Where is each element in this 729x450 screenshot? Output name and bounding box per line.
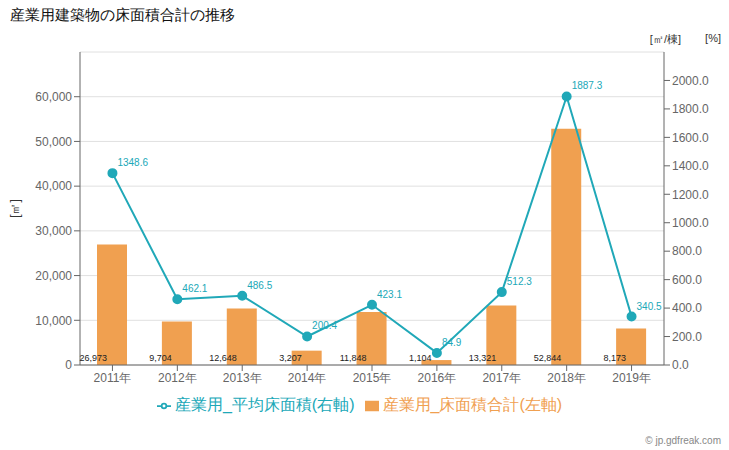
svg-text:462.1: 462.1 (182, 283, 207, 294)
svg-text:1887.3: 1887.3 (572, 80, 603, 91)
svg-text:200.4: 200.4 (312, 320, 337, 331)
svg-text:20,000: 20,000 (35, 269, 72, 283)
svg-text:2012年: 2012年 (158, 371, 197, 385)
html-text:産業用_平均床面積(右軸): 産業用_平均床面積(右軸) (174, 396, 355, 413)
svg-text:2011年: 2011年 (94, 371, 132, 385)
svg-text:423.1: 423.1 (377, 289, 402, 300)
svg-text:340.5: 340.5 (637, 301, 662, 312)
svg-text:26,973: 26,973 (79, 353, 107, 363)
svg-text:50,000: 50,000 (35, 135, 72, 149)
svg-text:800.0: 800.0 (672, 244, 702, 258)
svg-text:[㎡]: [㎡] (8, 199, 22, 218)
svg-text:2014年: 2014年 (288, 371, 327, 385)
svg-text:13,321: 13,321 (469, 353, 497, 363)
svg-text:2019年: 2019年 (612, 371, 651, 385)
svg-text:1800.0: 1800.0 (672, 102, 709, 116)
svg-text:0: 0 (65, 358, 72, 372)
html-text:産業用_床面積合計(左軸): 産業用_床面積合計(左軸) (382, 396, 563, 413)
svg-text:2017年: 2017年 (482, 371, 521, 385)
svg-text:1,104: 1,104 (409, 353, 432, 363)
svg-text:30,000: 30,000 (35, 224, 72, 238)
svg-text:60,000: 60,000 (35, 90, 72, 104)
svg-text:0.0: 0.0 (672, 358, 689, 372)
svg-text:200.0: 200.0 (672, 330, 702, 344)
svg-text:40,000: 40,000 (35, 179, 72, 193)
svg-text:400.0: 400.0 (672, 301, 702, 315)
svg-text:10,000: 10,000 (35, 314, 72, 328)
svg-text:2015年: 2015年 (353, 371, 392, 385)
svg-text:512.3: 512.3 (507, 276, 532, 287)
svg-text:1000.0: 1000.0 (672, 216, 709, 230)
svg-text:2000.0: 2000.0 (672, 74, 709, 88)
svg-text:11,848: 11,848 (340, 353, 367, 363)
svg-text:9,704: 9,704 (149, 353, 172, 363)
html-text:産業用建築物の床面積合計の推移: 産業用建築物の床面積合計の推移 (10, 6, 235, 23)
svg-text:2013年: 2013年 (223, 371, 262, 385)
svg-text:600.0: 600.0 (672, 273, 702, 287)
svg-text:1200.0: 1200.0 (672, 188, 709, 202)
html-text:© jp.gdfreak.com: © jp.gdfreak.com (645, 435, 721, 446)
svg-text:3,207: 3,207 (279, 353, 302, 363)
svg-text:1600.0: 1600.0 (672, 131, 709, 145)
svg-text:1348.6: 1348.6 (117, 157, 148, 168)
svg-text:8,173: 8,173 (604, 353, 627, 363)
svg-text:52,844: 52,844 (534, 353, 562, 363)
svg-text:84.9: 84.9 (442, 337, 462, 348)
svg-text:2018年: 2018年 (547, 371, 586, 385)
svg-text:12,648: 12,648 (209, 353, 237, 363)
svg-text:486.5: 486.5 (247, 280, 272, 291)
html-text:[㎡/棟]: [㎡/棟] (649, 33, 681, 45)
svg-text:2016年: 2016年 (418, 371, 457, 385)
svg-text:1400.0: 1400.0 (672, 159, 709, 173)
